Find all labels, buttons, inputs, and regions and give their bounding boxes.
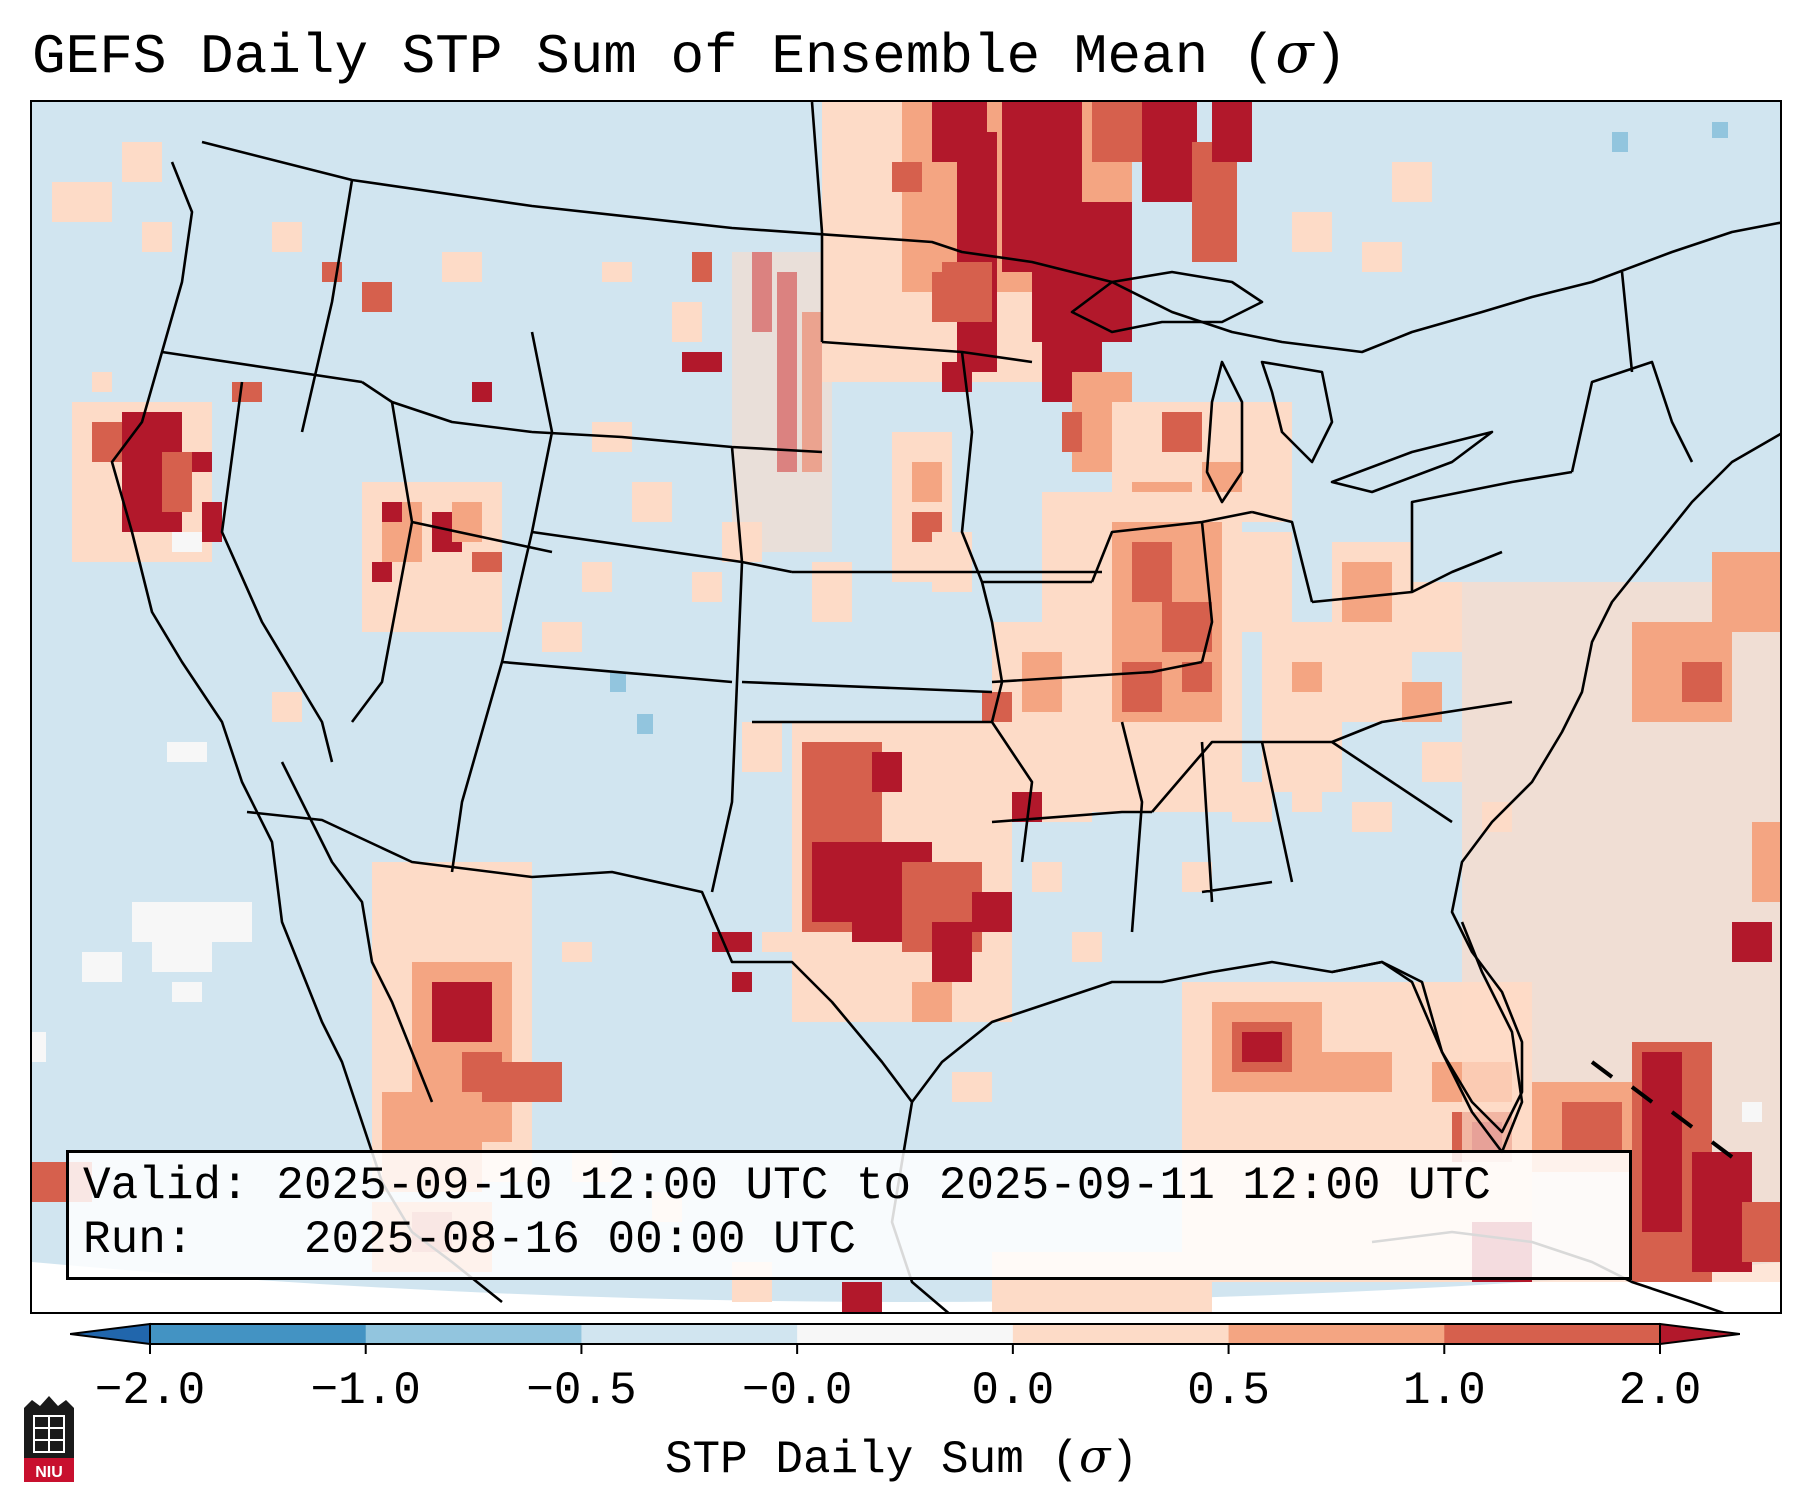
field-negative — [610, 122, 1728, 734]
colorbar-label-text: STP Daily Sum ( — [664, 1434, 1080, 1486]
niu-logo-band — [24, 1458, 74, 1482]
niu-logo: NIU — [24, 1396, 74, 1482]
political-boundaries — [110, 102, 1780, 1312]
niu-logo-grid-icon — [34, 1416, 64, 1452]
valid-row: Valid: 2025-09-10 12:00 UTC to 2025-09-1… — [83, 1159, 1615, 1213]
colorbar-tick-label: −1.0 — [310, 1365, 421, 1417]
run-label: Run: — [83, 1214, 194, 1266]
map-title-text: GEFS Daily STP Sum of Ensemble Mean ( — [32, 25, 1276, 89]
colorbar-tick-label: 0.0 — [971, 1365, 1055, 1417]
colorbar-tick-label: −2.0 — [94, 1365, 206, 1417]
gulf-coast — [910, 432, 1780, 1134]
state-lines — [161, 102, 1694, 933]
colorbar-ticks — [149, 1344, 1661, 1354]
lake-superior — [1070, 270, 1264, 334]
colorbar — [70, 1322, 1740, 1354]
us-canada-border — [201, 140, 1780, 354]
map-title-sigma: σ — [1275, 21, 1314, 86]
colorbar-bin — [365, 1324, 582, 1344]
colorbar-bin — [150, 1324, 367, 1344]
us-mexico-border — [246, 810, 914, 1103]
colorbar-label-close: ) — [1110, 1434, 1139, 1486]
colorbar-bin — [797, 1324, 1014, 1344]
colorbar-outline — [149, 1323, 1661, 1345]
valid-value: 2025-09-10 12:00 UTC to 2025-09-11 12:00… — [276, 1160, 1491, 1212]
map-panel — [30, 100, 1782, 1314]
baja-coast — [280, 761, 434, 1103]
colorbar-bin — [1444, 1324, 1661, 1344]
valid-time-box: Valid: 2025-09-10 12:00 UTC to 2025-09-1… — [66, 1150, 1632, 1280]
map-canvas — [32, 102, 1780, 1312]
colorbar-tick-label: −0.5 — [526, 1365, 637, 1417]
lake-michigan — [1205, 360, 1244, 504]
colorbar-bins — [70, 1322, 1740, 1346]
run-row: Run: 2025-08-16 00:00 UTC — [83, 1213, 1615, 1267]
colorbar-extend-high — [1659, 1322, 1740, 1346]
field-north-central — [822, 102, 1252, 472]
florida — [1331, 921, 1524, 1154]
colorbar-tick-label: 0.5 — [1187, 1365, 1270, 1417]
map-title-close: ) — [1313, 25, 1348, 89]
colorbar-label: STP Daily Sum (σ) — [0, 1428, 1803, 1488]
colorbar-bin — [1228, 1324, 1445, 1344]
colorbar-bin — [1012, 1324, 1230, 1344]
field-dakotas — [682, 252, 832, 552]
field-mid-mississippi — [1042, 492, 1462, 812]
lake-huron — [1260, 360, 1334, 464]
valid-label: Valid: — [83, 1160, 249, 1212]
map-title: GEFS Daily STP Sum of Ensemble Mean (σ) — [32, 21, 1348, 90]
colorbar-tick-label: 1.0 — [1402, 1365, 1486, 1417]
field-southern-plains — [712, 722, 1012, 1102]
run-value: 2025-08-16 00:00 UTC — [303, 1214, 856, 1266]
field-speckles — [52, 142, 1512, 1302]
colorbar-tick-label: −0.0 — [741, 1365, 853, 1417]
bahamas — [1590, 1060, 1734, 1159]
field-neutral — [32, 532, 1762, 1122]
niu-logo-text: NIU — [35, 1464, 63, 1481]
colorbar-tick-label: 2.0 — [1618, 1365, 1702, 1417]
colorbar-extend-low — [70, 1322, 151, 1346]
lake-erie-ontario — [1330, 430, 1494, 494]
colorbar-label-sigma: σ — [1079, 1429, 1111, 1483]
colorbar-bin — [581, 1324, 798, 1344]
